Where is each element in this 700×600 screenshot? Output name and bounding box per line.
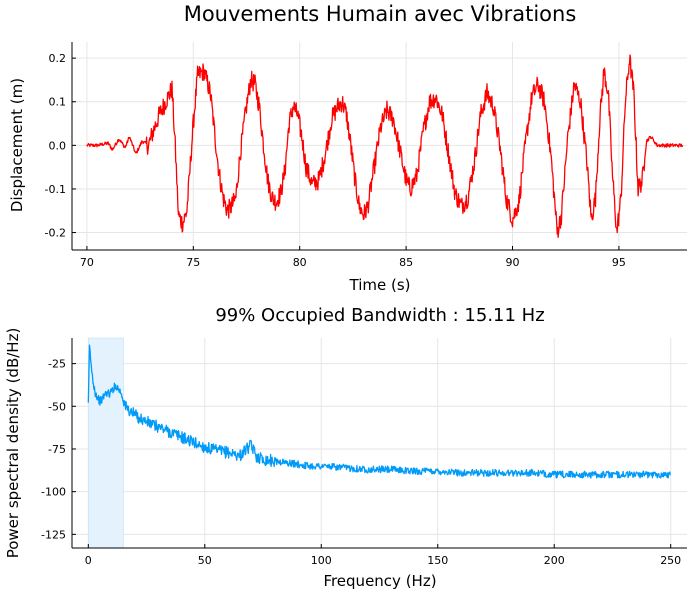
x-ticks-psd: 0 50 100 150 200 250 [85,544,681,567]
y-tick-label: -25 [48,358,66,371]
grid-displacement [72,42,687,250]
y-tick-label: 0.2 [49,52,67,65]
chart-psd: 0 50 100 150 200 250 -125 -100 -75 -50 -25 99% Oc… [4,305,687,590]
y-tick-label: -0.1 [45,183,66,196]
occupied-bandwidth-band [88,337,124,549]
x-tick-label: 0 [85,554,92,567]
x-axis-label-displacement: Time (s) [349,276,411,294]
y-tick-label: -125 [41,528,66,541]
x-tick-label: 200 [544,554,565,567]
x-tick-label: 150 [427,554,448,567]
x-tick-label: 70 [80,256,94,269]
x-tick-label: 75 [186,256,200,269]
x-tick-label: 100 [311,554,332,567]
y-tick-label: -100 [41,486,66,499]
x-ticks-displacement: 70 75 80 85 90 95 [80,246,626,269]
axes-frame-psd [71,338,687,549]
chart-subtitle-bandwidth: 99% Occupied Bandwidth : 15.11 Hz [215,305,544,326]
axes-frame-displacement [71,42,687,251]
grid-psd [72,338,687,548]
y-tick-label: -0.2 [45,227,66,240]
x-tick-label: 85 [399,256,413,269]
bandwidth-band-rect [88,337,124,549]
x-axis-label-psd: Frequency (Hz) [323,572,436,590]
series-line-1-0 [87,344,671,479]
y-tick-label: -50 [48,400,66,413]
y-tick-label: 0.0 [49,139,67,152]
x-tick-label: 50 [198,554,212,567]
x-tick-label: 90 [506,256,520,269]
y-tick-label: -75 [48,443,66,456]
x-tick-label: 80 [293,256,307,269]
x-tick-label: 95 [612,256,626,269]
series-layer-displacement [86,54,684,238]
x-tick-label: 250 [660,554,681,567]
series-line-0-0 [86,54,684,238]
y-axis-label-displacement: Displacement (m) [8,78,26,212]
chart-displacement: 70 75 80 85 90 95 -0.2 -0.1 0.0 0.1 0.2 Mouvement… [8,2,687,294]
y-axis-label-psd: Power spectral density (dB/Hz) [4,328,22,559]
y-ticks-displacement: -0.2 -0.1 0.0 0.1 0.2 [45,52,76,240]
y-ticks-psd: -125 -100 -75 -50 -25 [41,358,76,541]
series-layer-psd [87,344,671,479]
y-tick-label: 0.1 [49,96,67,109]
chart-title: Mouvements Humain avec Vibrations [184,2,577,26]
